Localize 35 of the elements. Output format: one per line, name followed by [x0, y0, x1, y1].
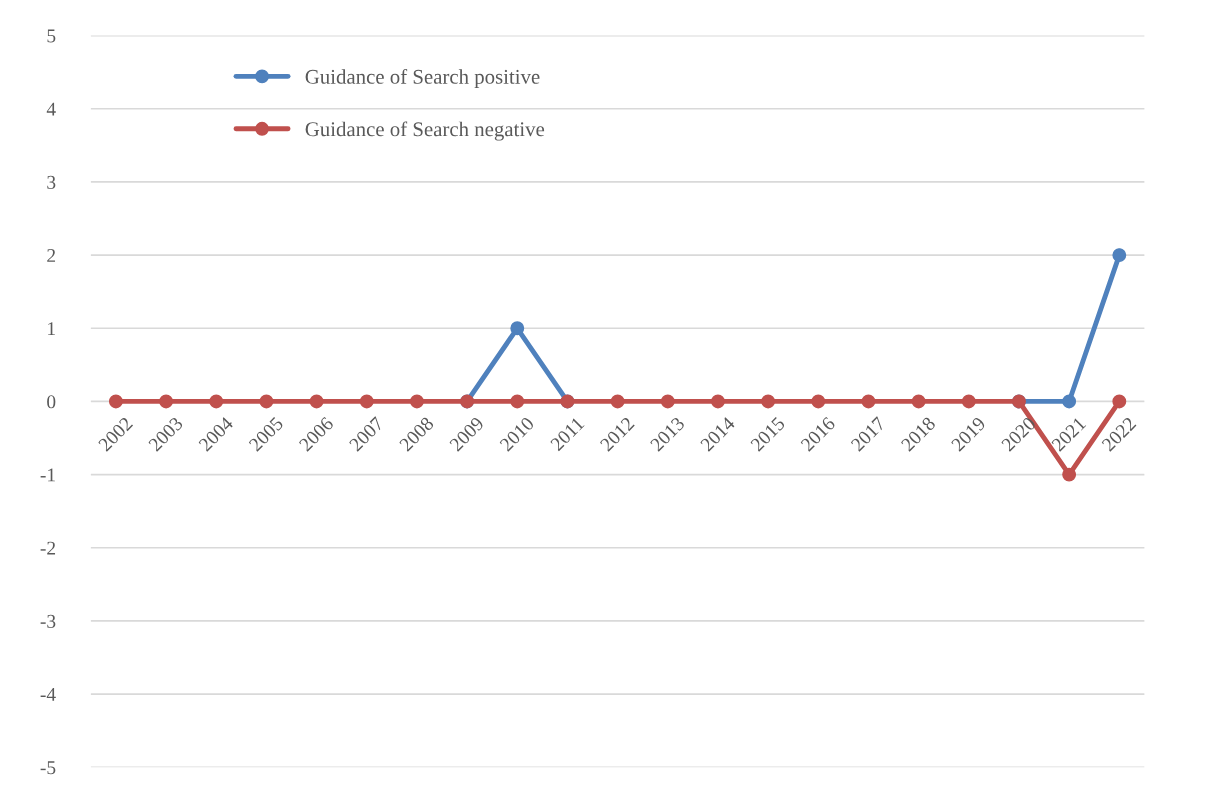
point	[209, 394, 224, 409]
point	[359, 394, 374, 409]
point	[1062, 394, 1077, 409]
y-tick-label: 4	[46, 102, 56, 116]
y-tick-label: -3	[40, 614, 56, 628]
y-tick-label: 3	[47, 175, 56, 189]
point	[510, 321, 525, 336]
point	[911, 394, 926, 409]
point	[761, 394, 776, 409]
y-tick-label: -5	[40, 761, 56, 775]
x-tick-label: 2011	[549, 416, 585, 452]
legend-label: Guidance of Search positive	[305, 68, 540, 89]
y-tick-label: 2	[47, 248, 56, 262]
point	[811, 394, 826, 409]
point	[1112, 248, 1127, 263]
point	[259, 394, 274, 409]
y-tick-label: 0	[47, 395, 56, 409]
point	[309, 394, 324, 409]
point	[660, 394, 675, 409]
point	[510, 394, 525, 409]
point	[1062, 467, 1077, 482]
point	[159, 394, 174, 409]
y-tick-label: -2	[40, 541, 56, 555]
point	[409, 394, 424, 409]
point	[961, 394, 976, 409]
y-tick-label: -4	[40, 688, 56, 701]
point	[610, 394, 625, 409]
y-tick-label: 5	[47, 29, 56, 43]
legend-label: Guidance of Search negative	[305, 121, 545, 141]
point	[861, 394, 876, 409]
point	[108, 394, 123, 409]
point	[711, 394, 725, 409]
y-tick-label: 1	[48, 322, 55, 336]
y-tick-label: -1	[40, 468, 55, 482]
point	[1112, 394, 1127, 409]
